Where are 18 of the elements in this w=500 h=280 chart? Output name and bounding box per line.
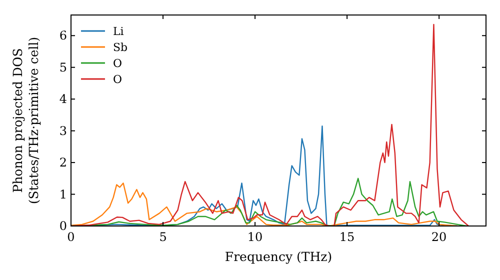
- y-tick-label: 5: [59, 60, 67, 74]
- x-tick-label: 5: [159, 230, 167, 244]
- y-tick-label: 4: [59, 92, 68, 106]
- legend-label: Sb: [113, 41, 128, 54]
- legend-label: O: [113, 57, 122, 70]
- y-axis-title: Phonon projected DOS (States/THz·primitive cell): [10, 36, 41, 204]
- y-tick-label: 2: [59, 156, 67, 170]
- legend-label: O: [113, 73, 122, 86]
- x-tick-label: 10: [247, 230, 263, 244]
- line-series: [71, 24, 470, 226]
- y-tick-label: 6: [59, 28, 67, 43]
- y-tick-label: 1: [59, 187, 67, 202]
- y-tick-label: 0: [59, 219, 67, 233]
- y-tick-label: 3: [59, 124, 67, 138]
- legend-label: Li: [113, 25, 124, 38]
- x-tick-label: 15: [339, 230, 355, 244]
- x-tick-label: 20: [431, 230, 447, 244]
- x-axis-title: Frequency (THz): [224, 249, 332, 264]
